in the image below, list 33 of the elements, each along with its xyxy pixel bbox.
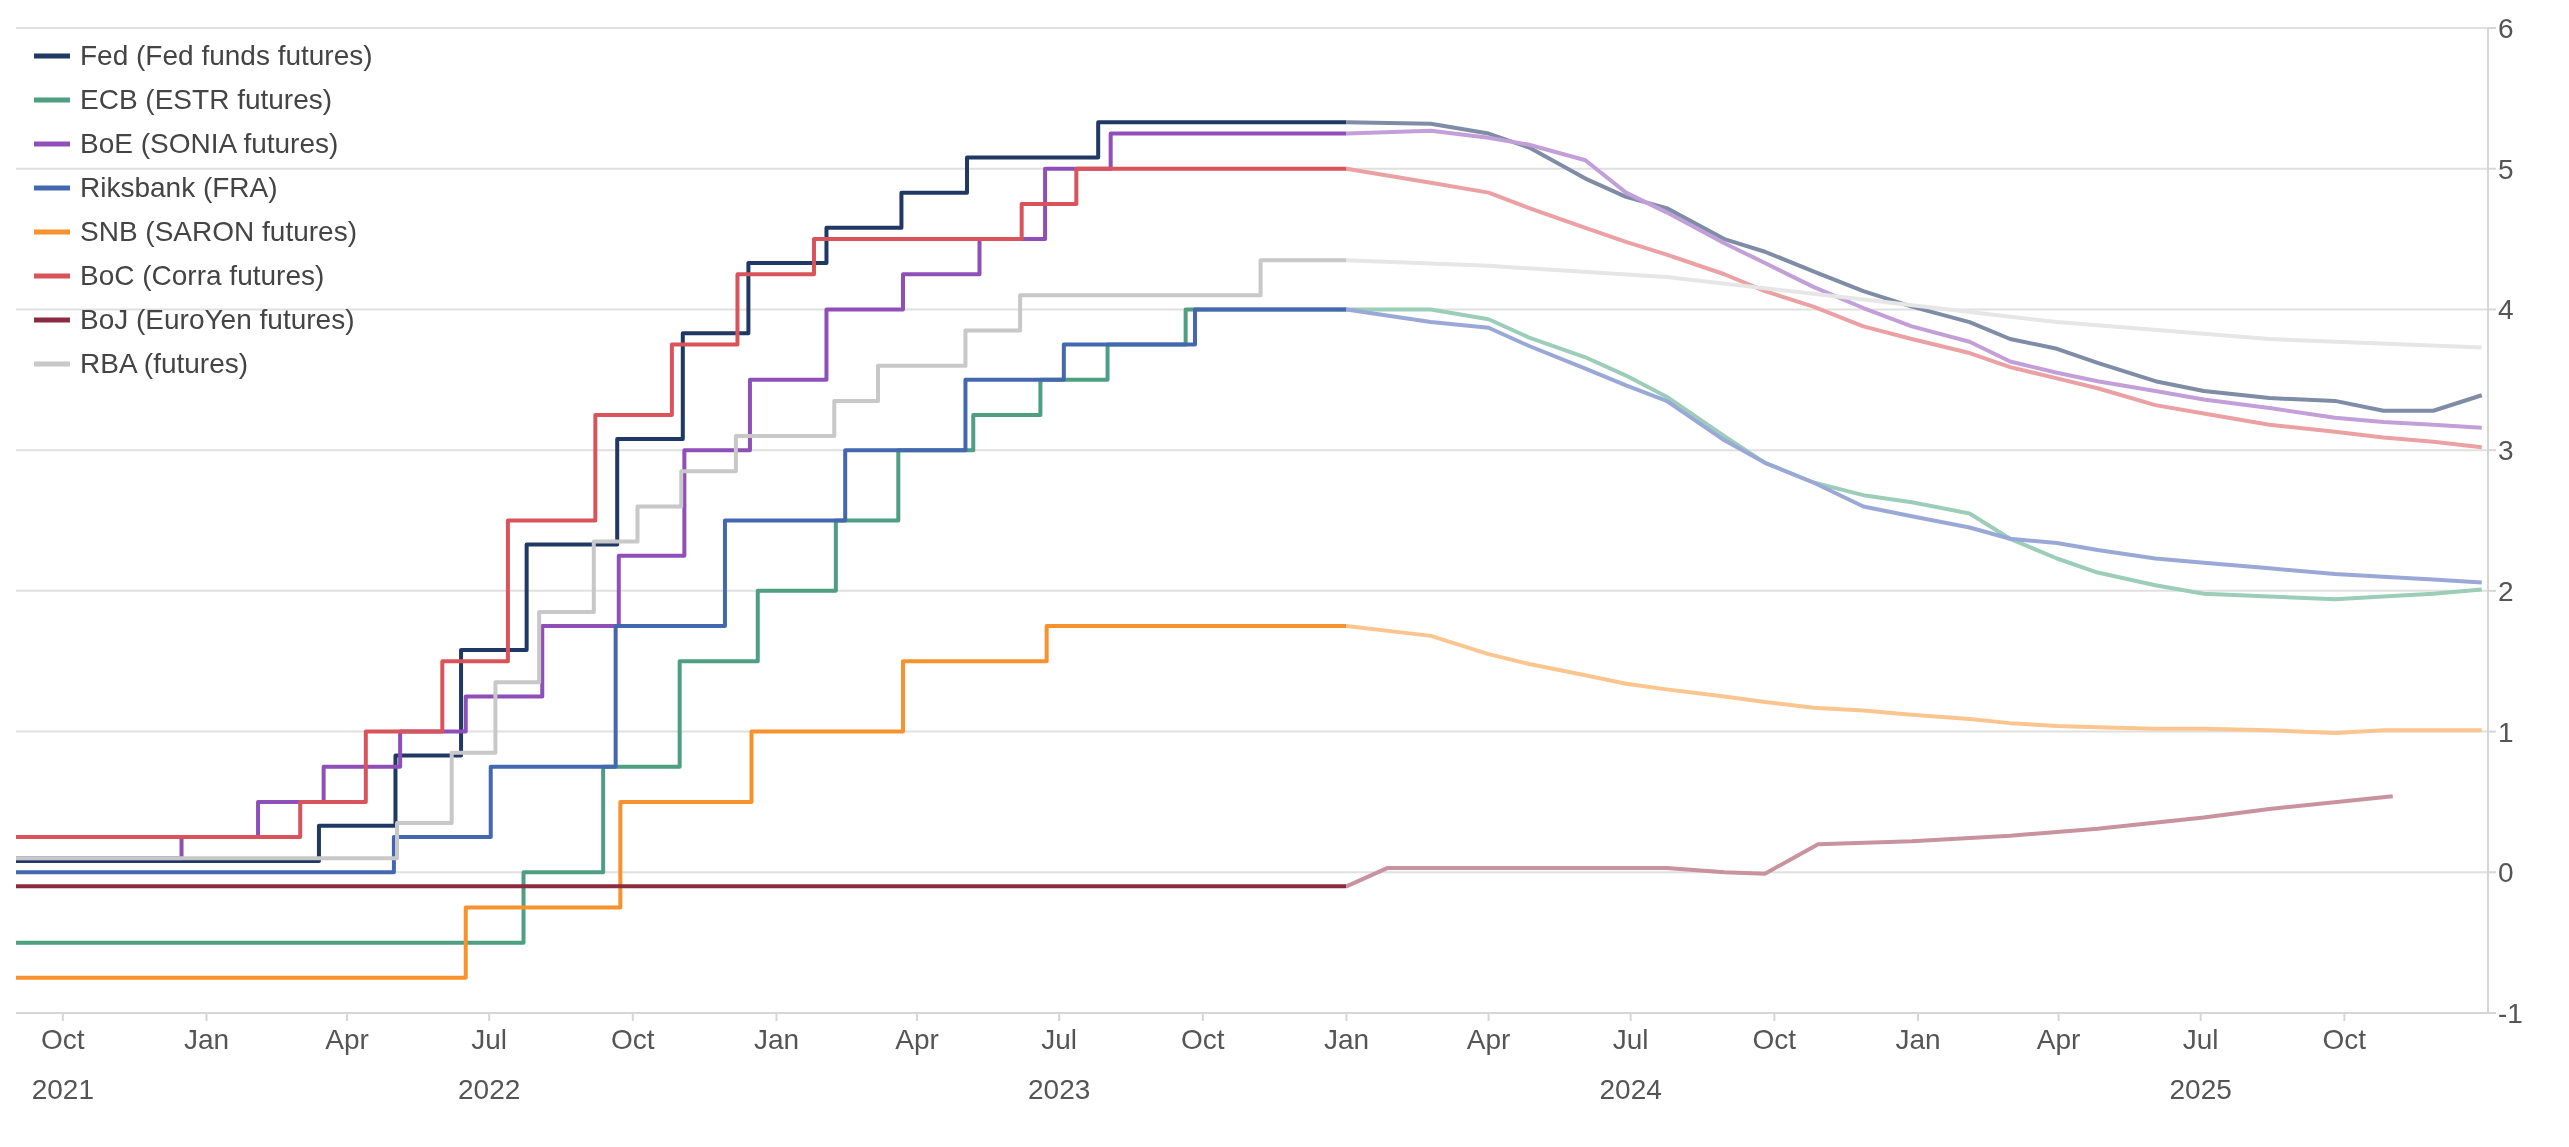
x-tick-label: Jul 2025 [2169,1024,2232,1105]
legend-label: Riksbank (FRA) [80,172,278,204]
x-tick-label: Apr [325,1024,369,1055]
x-tick-label: Jan [753,1024,800,1055]
x-tick-label: Oct 2021 [31,1024,94,1105]
legend-label: BoJ (EuroYen futures) [80,304,355,336]
legend-label: BoE (SONIA futures) [80,128,339,160]
x-tick-label: Oct [2322,1024,2367,1055]
y-tick-label: 3 [2498,435,2514,467]
x-tick-label: Jan [1323,1024,1370,1055]
y-tick-label: 0 [2498,857,2514,889]
x-tick-label: Oct [1181,1024,1225,1055]
x-tick-label: Apr [895,1024,939,1055]
y-tick-label: 6 [2498,12,2514,44]
x-tick-label: Jul 2022 [458,1024,521,1105]
y-tick-label: 2 [2498,575,2514,607]
legend-label: RBA (futures) [80,348,249,380]
y-tick-label: -1 [2498,997,2523,1029]
legend-label: ECB (ESTR futures) [80,84,333,116]
x-tick-label: Apr [1466,1024,1511,1055]
x-tick-label: Oct [1752,1024,1797,1055]
x-tick-label: Jul 2024 [1599,1024,1662,1105]
x-tick-label: Apr [2036,1024,2081,1055]
legend-label: BoC (Corra futures) [80,260,325,292]
x-tick-label: Jan [183,1024,230,1055]
y-tick-label: 1 [2498,716,2514,748]
x-tick-label: Jan [1895,1024,1941,1055]
x-tick-label: Jul 2023 [1027,1024,1091,1105]
legend-label: SNB (SARON futures) [80,216,357,248]
y-tick-label: 4 [2498,294,2514,326]
y-tick-label: 5 [2498,153,2514,185]
legend-label: Fed (Fed funds futures) [80,40,373,72]
x-tick-label: Oct [611,1024,655,1055]
